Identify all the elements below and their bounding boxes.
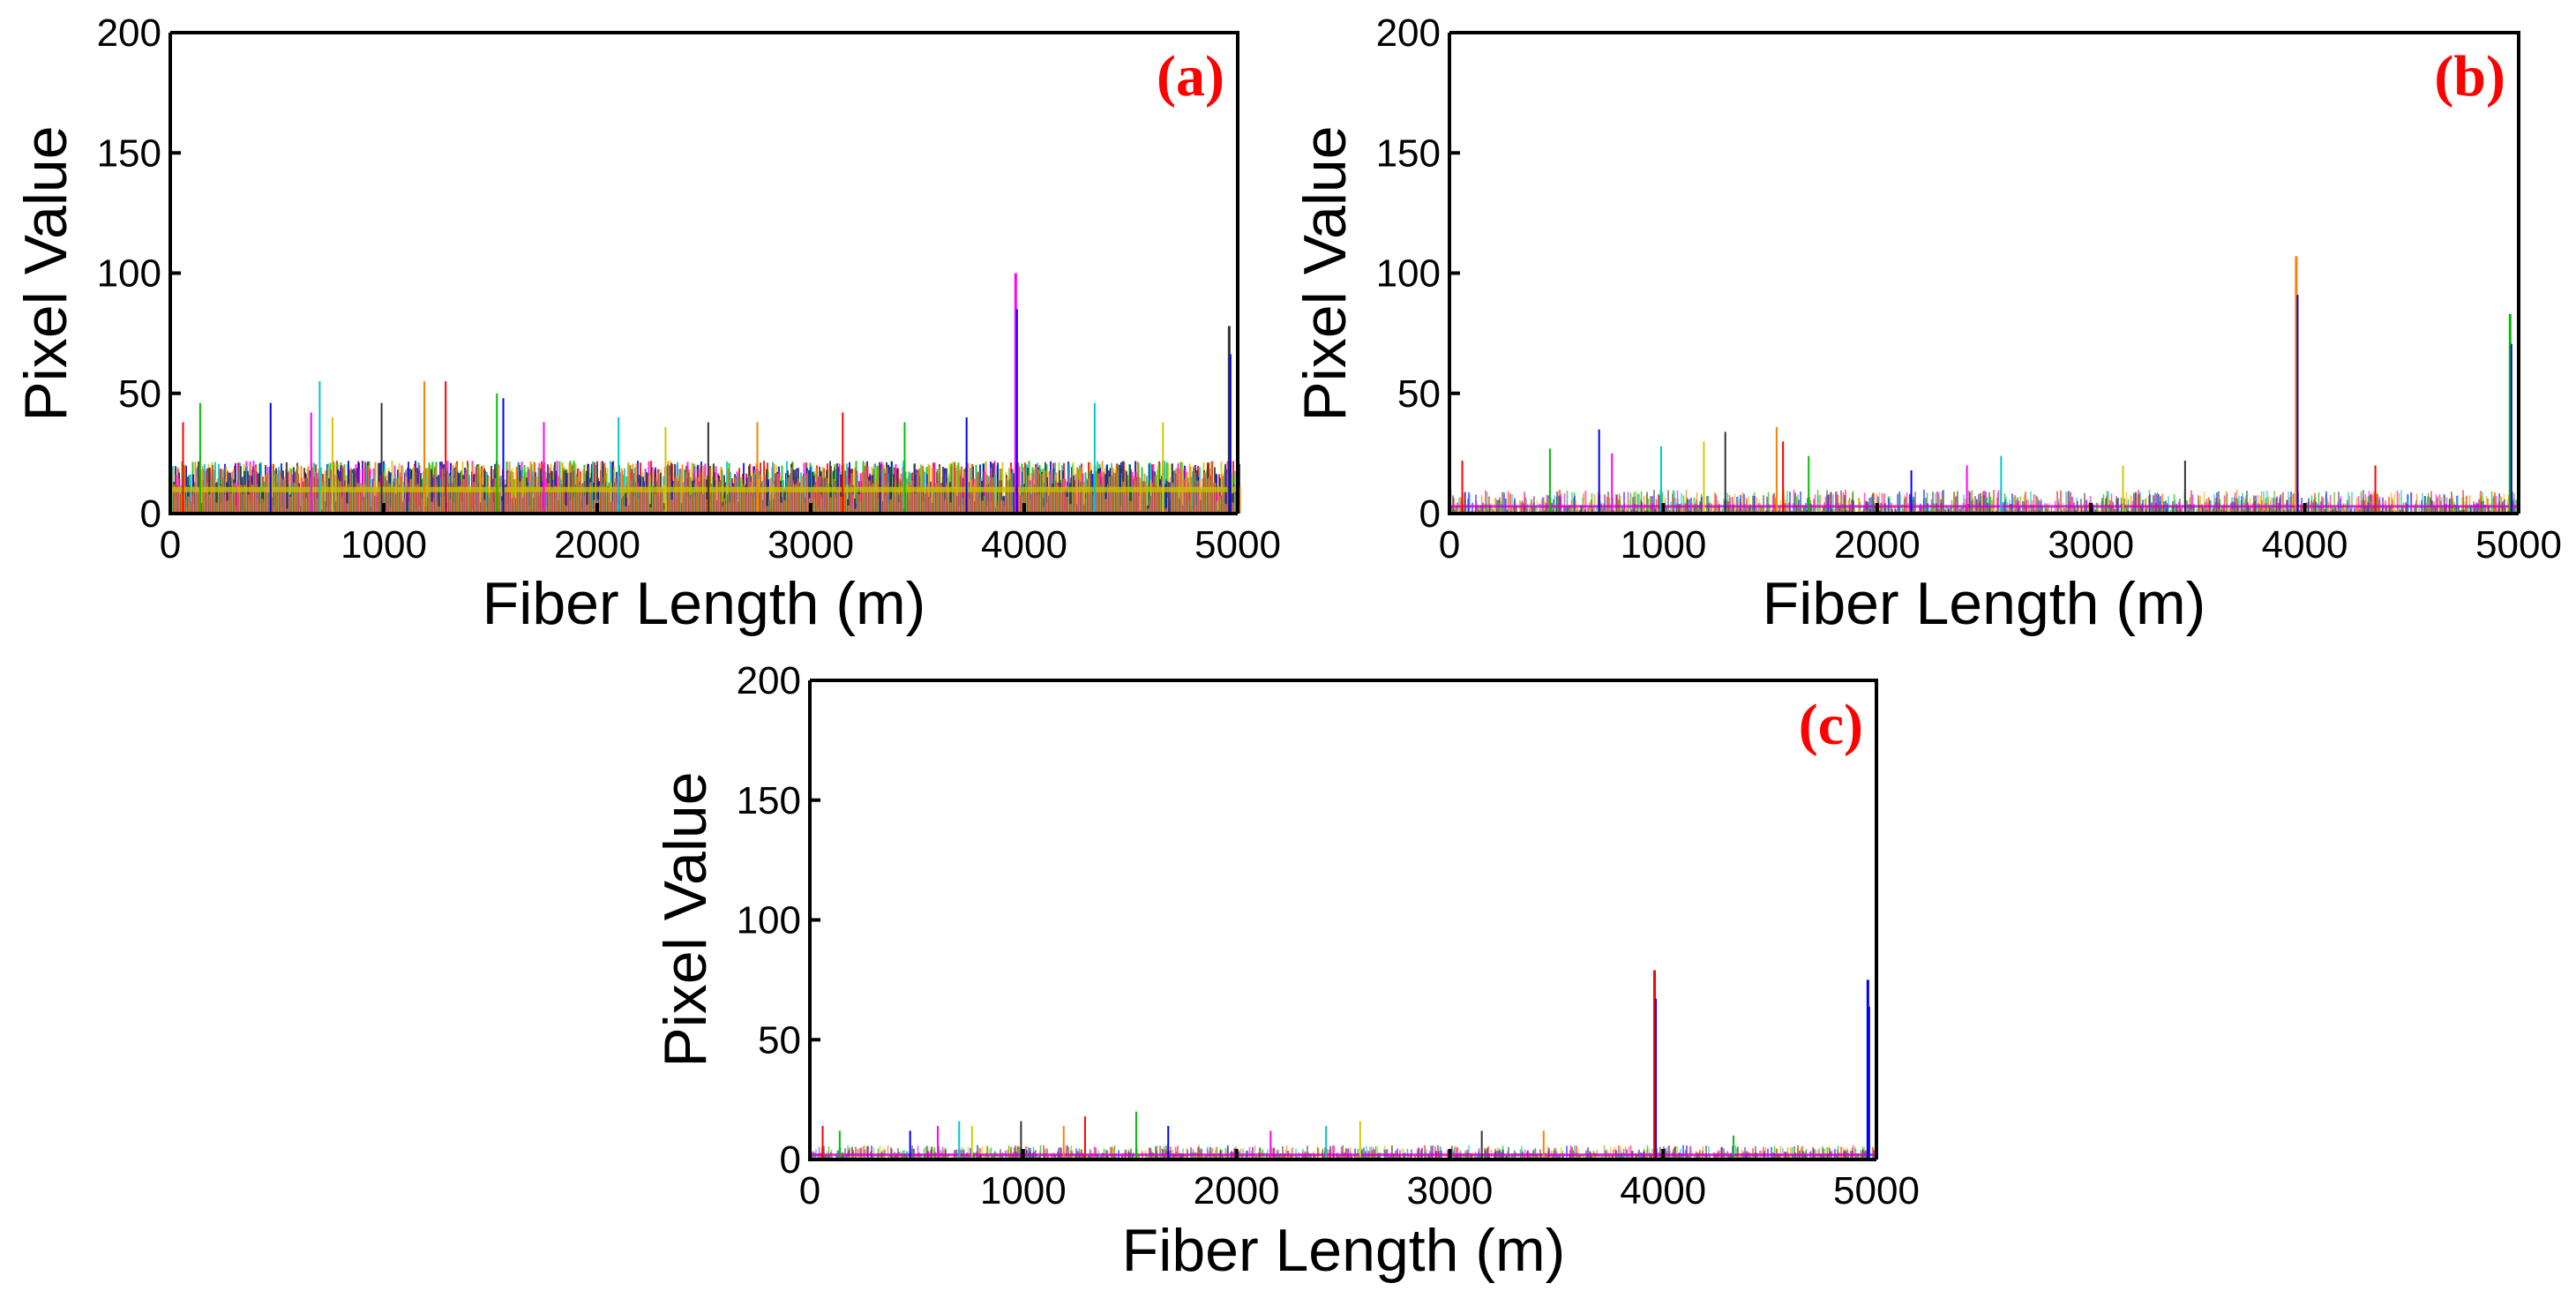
panel-c-frame (810, 679, 1878, 1160)
panel-c-xlabel: Fiber Length (m) (1122, 1217, 1566, 1284)
panel-c-ytick-label: 150 (737, 779, 801, 822)
panel-c-ytick-label: 0 (780, 1138, 801, 1182)
panel-b: 0 1000 2000 3000 4000 5000 0 50 100 150 200 Fiber … (1292, 11, 2562, 637)
panel-c-marks (810, 970, 1877, 1160)
panel-a-xtick-label: 3000 (768, 523, 854, 567)
panel-a-ytick-label: 100 (97, 252, 161, 296)
panel-b-axes (1448, 33, 2519, 515)
panel-b-ytick-label: 50 (1397, 372, 1441, 416)
panel-a-ytick-label: 0 (140, 492, 161, 536)
panel-c-xtick-label: 3000 (1406, 1169, 1493, 1212)
panel-a-ytick-label: 50 (118, 372, 161, 416)
panel-a-marks (170, 273, 1241, 514)
panel-b-xtick-label: 4000 (2262, 523, 2348, 567)
panel-a-xtick-label: 1000 (341, 523, 427, 567)
panel-c-ytick-label: 200 (737, 659, 801, 702)
panel-c-ticks: 0 1000 2000 3000 4000 5000 0 50 100 150 200 (737, 659, 1920, 1212)
panel-c-ytick-label: 50 (758, 1018, 801, 1062)
panel-b-ytick-label: 0 (1419, 492, 1441, 536)
panel-b-xtick-label: 1000 (1620, 523, 1706, 567)
panel-c: 0 1000 2000 3000 4000 5000 0 50 100 150 200 Fiber … (652, 659, 1920, 1284)
panel-a-frame (170, 31, 1239, 514)
panel-b-ylabel: Pixel Value (1292, 125, 1359, 421)
panel-b-xlabel: Fiber Length (m) (1763, 570, 2206, 637)
panel-b-ytick-label: 150 (1376, 131, 1441, 175)
panel-c-xtick-label: 0 (799, 1169, 820, 1212)
panel-b-xtick-label: 2000 (1834, 523, 1921, 567)
panel-b-ytick-label: 100 (1376, 252, 1441, 296)
panel-a-xtick-label: 0 (160, 523, 181, 567)
panel-c-axes (808, 680, 1876, 1161)
panel-a: 0 1000 2000 3000 4000 5000 0 50 100 150 200 Fiber … (12, 11, 1281, 637)
panel-a-xtick-label: 2000 (554, 523, 640, 567)
panel-a-ytick-label: 200 (97, 11, 161, 55)
panel-a-xtick-label: 4000 (981, 523, 1067, 567)
panel-a-xtick-label: 5000 (1194, 523, 1281, 567)
panel-b-marks (1449, 256, 2520, 514)
panel-c-ylabel: Pixel Value (652, 771, 719, 1067)
panel-c-xtick-label: 5000 (1833, 1169, 1920, 1212)
panel-a-ticks: 0 1000 2000 3000 4000 5000 0 50 100 150 200 (97, 11, 1281, 567)
panel-b-xtick-label: 0 (1439, 523, 1460, 567)
panel-c-xtick-label: 4000 (1620, 1169, 1706, 1212)
panel-c-xtick-label: 2000 (1194, 1169, 1280, 1212)
panel-b-label: (b) (2434, 44, 2505, 109)
panel-b-ticks: 0 1000 2000 3000 4000 5000 0 50 100 150 200 (1376, 11, 2562, 567)
panel-a-label: (a) (1157, 44, 1224, 109)
panel-b-frame (1449, 31, 2520, 514)
panel-c-xtick-label: 1000 (980, 1169, 1067, 1212)
panel-a-ytick-label: 150 (97, 131, 161, 175)
panel-b-xtick-label: 5000 (2475, 523, 2562, 567)
panel-b-ytick-label: 200 (1376, 11, 1441, 55)
panel-b-xtick-label: 3000 (2048, 523, 2134, 567)
panel-c-ytick-label: 100 (737, 899, 801, 942)
panel-c-label: (c) (1799, 693, 1863, 757)
panel-a-xlabel: Fiber Length (m) (483, 570, 926, 637)
panel-a-axes (168, 33, 1238, 515)
panel-a-ylabel: Pixel Value (12, 125, 79, 421)
